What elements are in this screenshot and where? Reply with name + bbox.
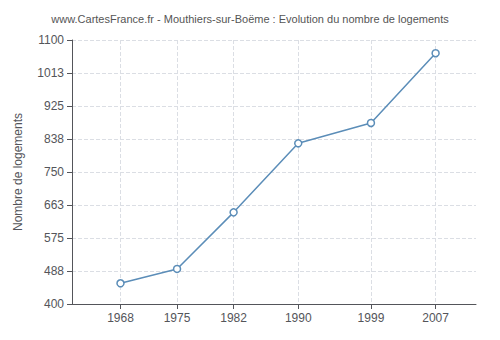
svg-text:Nombre de logements: Nombre de logements (11, 113, 25, 231)
svg-text:838: 838 (44, 132, 64, 146)
svg-text:488: 488 (44, 264, 64, 278)
svg-text:www.CartesFrance.fr - Mouthier: www.CartesFrance.fr - Mouthiers-sur-Boëm… (50, 13, 449, 25)
svg-text:1100: 1100 (38, 33, 64, 47)
svg-text:663: 663 (44, 198, 64, 212)
svg-text:1990: 1990 (285, 311, 312, 325)
svg-text:1013: 1013 (37, 66, 64, 80)
svg-text:400: 400 (44, 297, 64, 311)
svg-text:750: 750 (44, 165, 64, 179)
svg-text:925: 925 (44, 99, 64, 113)
svg-text:1975: 1975 (164, 311, 191, 325)
svg-text:575: 575 (44, 231, 64, 245)
svg-text:1999: 1999 (358, 311, 385, 325)
svg-text:1982: 1982 (220, 311, 247, 325)
svg-text:2007: 2007 (422, 311, 449, 325)
svg-text:1968: 1968 (107, 311, 134, 325)
